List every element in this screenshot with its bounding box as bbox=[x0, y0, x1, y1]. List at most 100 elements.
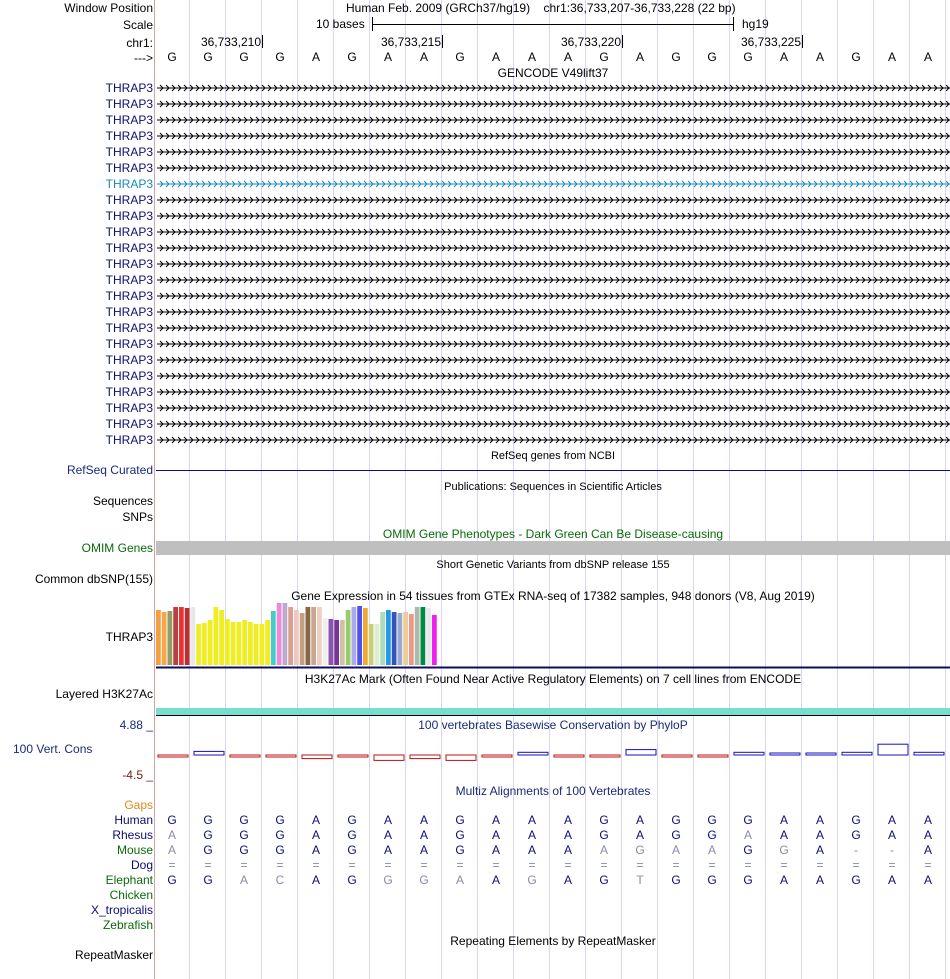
omim-gene-bar[interactable] bbox=[156, 541, 950, 555]
phylop-score-mark bbox=[193, 750, 225, 756]
gencode-transcript[interactable] bbox=[0, 370, 950, 382]
gencode-transcript-label[interactable]: THRAP3 bbox=[105, 209, 153, 223]
phylop-label[interactable]: 100 Vert. Cons bbox=[13, 742, 93, 756]
multiz-base: A bbox=[491, 828, 500, 842]
h3k27ac-label[interactable]: Layered H3K27Ac bbox=[55, 687, 153, 701]
gencode-transcript-label[interactable]: THRAP3 bbox=[105, 145, 153, 159]
gencode-transcript[interactable] bbox=[0, 226, 950, 238]
multiz-base: G bbox=[203, 843, 213, 857]
dbsnp-label[interactable]: Common dbSNP(155) bbox=[34, 572, 153, 586]
gencode-transcript[interactable] bbox=[0, 178, 950, 190]
publications-snps-label[interactable]: SNPs bbox=[122, 510, 153, 524]
gencode-transcript-label[interactable]: THRAP3 bbox=[105, 337, 153, 351]
gencode-transcript-label[interactable]: THRAP3 bbox=[105, 257, 153, 271]
multiz-base: G bbox=[239, 813, 249, 827]
multiz-base: G bbox=[239, 828, 249, 842]
gencode-transcript-label[interactable]: THRAP3 bbox=[105, 193, 153, 207]
gtex-tissue-bar bbox=[167, 611, 173, 665]
gencode-transcript[interactable] bbox=[0, 258, 950, 270]
multiz-base: A bbox=[671, 843, 680, 857]
gtex-tissue-bar bbox=[161, 612, 167, 665]
gencode-transcript[interactable] bbox=[0, 306, 950, 318]
gencode-transcript-label[interactable]: THRAP3 bbox=[105, 177, 153, 191]
refseq-label[interactable]: RefSeq Curated bbox=[66, 463, 153, 477]
gencode-transcript-label[interactable]: THRAP3 bbox=[105, 241, 153, 255]
gencode-transcript-label[interactable]: THRAP3 bbox=[105, 305, 153, 319]
scale-assembly: hg19 bbox=[742, 17, 769, 31]
publications-sequences-label[interactable]: Sequences bbox=[92, 494, 153, 508]
gencode-transcript-label[interactable]: THRAP3 bbox=[105, 225, 153, 239]
gencode-transcript-label[interactable]: THRAP3 bbox=[105, 129, 153, 143]
multiz-base: A bbox=[311, 843, 320, 857]
multiz-base: G bbox=[707, 828, 717, 842]
phylop-score-mark bbox=[805, 752, 837, 756]
multiz-species-label[interactable]: Chicken bbox=[109, 888, 153, 902]
gencode-transcript[interactable] bbox=[0, 210, 950, 222]
repeatmasker-title: Repeating Elements by RepeatMasker bbox=[450, 934, 656, 948]
multiz-base: A bbox=[419, 843, 428, 857]
h3k27ac-signal[interactable] bbox=[156, 708, 950, 715]
multiz-species-label[interactable]: Dog bbox=[130, 858, 153, 872]
gencode-transcript-label[interactable]: THRAP3 bbox=[105, 369, 153, 383]
gencode-transcript[interactable] bbox=[0, 290, 950, 302]
multiz-base: G bbox=[347, 873, 357, 887]
gencode-transcript[interactable] bbox=[0, 242, 950, 254]
coordinate-label: 36,733,215 bbox=[380, 35, 441, 49]
gencode-transcript-label[interactable]: THRAP3 bbox=[105, 81, 153, 95]
gencode-transcript[interactable] bbox=[0, 402, 950, 414]
gencode-transcript[interactable] bbox=[0, 338, 950, 350]
gtex-tissue-bar bbox=[225, 619, 230, 665]
multiz-species-label[interactable]: Human bbox=[114, 813, 153, 827]
phylop-score-mark bbox=[265, 754, 297, 758]
multiz-base: G bbox=[203, 873, 213, 887]
multiz-base: = bbox=[672, 858, 680, 872]
multiz-base: = bbox=[564, 858, 572, 872]
gencode-transcript-label[interactable]: THRAP3 bbox=[105, 417, 153, 431]
multiz-species-label[interactable]: Mouse bbox=[116, 843, 153, 857]
multiz-species-label[interactable]: X_tropicalis bbox=[90, 903, 153, 917]
gencode-transcript-label[interactable]: THRAP3 bbox=[105, 385, 153, 399]
gencode-transcript[interactable] bbox=[0, 386, 950, 398]
gencode-transcript[interactable] bbox=[0, 82, 950, 94]
gencode-transcript[interactable] bbox=[0, 418, 950, 430]
gtex-tissue-bar bbox=[397, 613, 403, 665]
phylop-score-mark bbox=[409, 754, 441, 760]
gencode-transcript[interactable] bbox=[0, 322, 950, 334]
gencode-transcript[interactable] bbox=[0, 162, 950, 174]
gencode-transcript-label[interactable]: THRAP3 bbox=[105, 161, 153, 175]
multiz-species-label[interactable]: Elephant bbox=[105, 873, 153, 887]
gencode-transcript-label[interactable]: THRAP3 bbox=[105, 433, 153, 447]
phylop-score-mark bbox=[589, 754, 621, 758]
gtex-tissue-bar bbox=[386, 610, 391, 665]
reference-base: G bbox=[455, 50, 465, 64]
gencode-transcript[interactable] bbox=[0, 434, 950, 446]
phylop-chart[interactable] bbox=[156, 735, 950, 775]
multiz-gaps-label[interactable]: Gaps bbox=[124, 798, 153, 812]
omim-label[interactable]: OMIM Genes bbox=[81, 541, 153, 555]
gencode-transcript[interactable] bbox=[0, 194, 950, 206]
gtex-tissue-bar bbox=[345, 610, 351, 665]
refseq-gene-line[interactable] bbox=[156, 470, 950, 471]
repeatmasker-label[interactable]: RepeatMasker bbox=[74, 948, 153, 962]
gencode-transcript-label[interactable]: THRAP3 bbox=[105, 289, 153, 303]
multiz-species-label[interactable]: Zebrafish bbox=[102, 918, 153, 932]
multiz-species-label[interactable]: Rhesus bbox=[112, 828, 153, 842]
gencode-transcript[interactable] bbox=[0, 354, 950, 366]
gencode-transcript[interactable] bbox=[0, 274, 950, 286]
reference-base: A bbox=[491, 50, 500, 64]
gencode-transcript[interactable] bbox=[0, 130, 950, 142]
gtex-gene-label[interactable]: THRAP3 bbox=[105, 630, 153, 644]
gencode-transcript[interactable] bbox=[0, 98, 950, 110]
gencode-transcript-label[interactable]: THRAP3 bbox=[105, 97, 153, 111]
multiz-base: A bbox=[383, 813, 392, 827]
gencode-transcript-label[interactable]: THRAP3 bbox=[105, 401, 153, 415]
reference-base: A bbox=[311, 50, 320, 64]
gencode-transcript[interactable] bbox=[0, 146, 950, 158]
gencode-transcript[interactable] bbox=[0, 114, 950, 126]
gencode-transcript-label[interactable]: THRAP3 bbox=[105, 321, 153, 335]
gencode-transcript-label[interactable]: THRAP3 bbox=[105, 353, 153, 367]
gtex-expression-chart[interactable] bbox=[156, 603, 950, 669]
gencode-transcript-label[interactable]: THRAP3 bbox=[105, 273, 153, 287]
gencode-transcript-label[interactable]: THRAP3 bbox=[105, 113, 153, 127]
gtex-tissue-bar bbox=[294, 610, 299, 665]
